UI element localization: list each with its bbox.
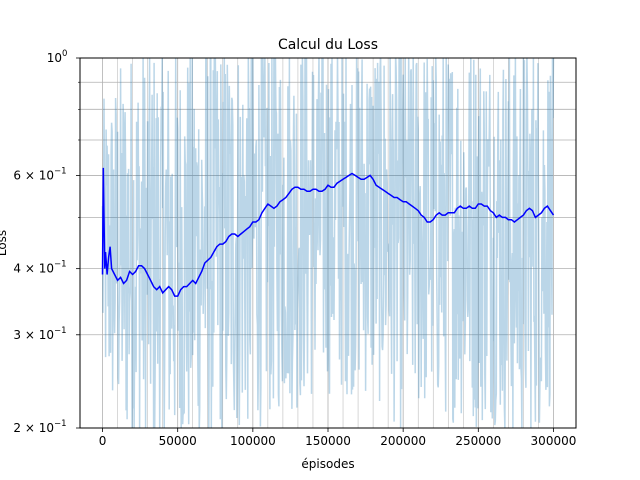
x-tick-label: 300000 (531, 434, 577, 448)
raw-loss-series (101, 58, 555, 428)
x-tick-label: 0 (99, 434, 107, 448)
y-tick-exponent: −1 (54, 166, 67, 176)
smoothed-loss-series (101, 167, 555, 297)
y-axis-label: Loss (0, 230, 9, 256)
grid-lines (80, 57, 576, 429)
y-tick-label: 3 × 10 (13, 328, 54, 342)
y-tick-exponent: 0 (62, 49, 67, 59)
x-tick-label: 100000 (230, 434, 276, 448)
smoothed-loss-line (101, 167, 555, 297)
x-tick-label: 50000 (159, 434, 197, 448)
chart-title: Calcul du Loss (278, 37, 378, 53)
y-tick-label: 4 × 10 (13, 262, 54, 276)
x-tick-label: 150000 (305, 434, 351, 448)
y-tick-exponent: −1 (54, 419, 67, 429)
x-axis-label: épisodes (301, 457, 354, 471)
x-axis-ticks: 0 50000 100000 150000 200000 250000 300000 (99, 428, 577, 448)
y-tick-label: 10 (47, 51, 62, 65)
y-tick-label: 2 × 10 (13, 421, 54, 435)
y-tick-label: 6 × 10 (13, 168, 54, 182)
y-tick-exponent: −1 (54, 326, 67, 336)
y-tick-exponent: −1 (54, 260, 67, 270)
x-tick-label: 250000 (455, 434, 501, 448)
raw-loss-line (101, 58, 555, 428)
x-tick-label: 200000 (380, 434, 426, 448)
